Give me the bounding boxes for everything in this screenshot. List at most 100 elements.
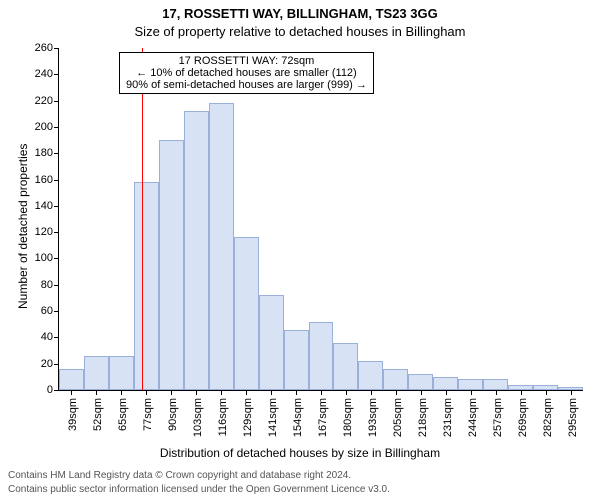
x-tick-mark [71,390,72,395]
x-tick-mark [496,390,497,395]
y-tick-mark [54,337,59,338]
y-tick-label: 40 [41,331,53,343]
histogram-bar [209,103,234,390]
y-tick-mark [54,364,59,365]
y-tick-label: 80 [41,279,53,291]
annotation-box: 17 ROSSETTI WAY: 72sqm← 10% of detached … [119,52,374,94]
histogram-bar [408,374,433,390]
histogram-bar [309,322,334,390]
histogram-bar [458,379,483,390]
histogram-bar [84,356,109,390]
x-tick-mark [146,390,147,395]
y-tick-label: 200 [35,121,53,133]
histogram-bar [159,140,184,390]
y-tick-mark [54,206,59,207]
x-tick-mark [396,390,397,395]
x-tick-label: 218sqm [417,398,429,437]
y-tick-label: 100 [35,252,53,264]
x-tick-mark [546,390,547,395]
y-tick-mark [54,285,59,286]
x-tick-mark [571,390,572,395]
y-tick-label: 0 [47,384,53,396]
x-tick-mark [521,390,522,395]
x-tick-label: 116sqm [217,398,229,436]
x-tick-label: 205sqm [392,398,404,437]
histogram-bar [134,182,159,390]
y-tick-label: 120 [35,226,53,238]
histogram-bar [358,361,383,390]
histogram-bar [433,377,458,390]
y-tick-label: 260 [35,42,53,54]
x-tick-mark [371,390,372,395]
annotation-line: 17 ROSSETTI WAY: 72sqm [126,55,367,67]
x-tick-label: 39sqm [67,398,79,431]
plot-area: 02040608010012014016018020022024026039sq… [58,48,583,391]
y-tick-label: 240 [35,68,53,80]
y-tick-mark [54,127,59,128]
y-tick-mark [54,258,59,259]
x-tick-label: 167sqm [317,398,329,437]
x-tick-label: 90sqm [167,398,179,431]
x-tick-mark [171,390,172,395]
histogram-bar [259,295,284,390]
x-tick-label: 282sqm [542,398,554,437]
x-tick-mark [221,390,222,395]
x-tick-mark [96,390,97,395]
x-tick-label: 244sqm [467,398,479,437]
y-tick-mark [54,153,59,154]
page-title: 17, ROSSETTI WAY, BILLINGHAM, TS23 3GG [0,6,600,21]
x-tick-label: 269sqm [517,398,529,437]
x-tick-mark [246,390,247,395]
histogram-bar [234,237,259,390]
histogram-bar [184,111,209,390]
x-tick-label: 231sqm [442,398,454,437]
x-tick-label: 154sqm [292,398,304,437]
x-tick-mark [196,390,197,395]
y-tick-mark [54,232,59,233]
footer-line-1: Contains HM Land Registry data © Crown c… [8,470,351,481]
x-tick-mark [346,390,347,395]
x-tick-mark [271,390,272,395]
x-tick-mark [121,390,122,395]
x-tick-label: 193sqm [367,398,379,437]
reference-line [142,48,143,390]
x-tick-label: 65sqm [117,398,129,431]
y-tick-mark [54,74,59,75]
histogram-bar [109,356,134,390]
annotation-line: 90% of semi-detached houses are larger (… [126,79,367,91]
x-tick-label: 103sqm [192,398,204,437]
y-tick-label: 140 [35,200,53,212]
x-tick-mark [321,390,322,395]
x-tick-mark [471,390,472,395]
x-tick-mark [446,390,447,395]
y-tick-mark [54,311,59,312]
y-tick-label: 220 [35,95,53,107]
x-tick-mark [421,390,422,395]
y-tick-mark [54,48,59,49]
x-tick-label: 180sqm [342,398,354,437]
y-tick-mark [54,180,59,181]
x-tick-label: 129sqm [242,398,254,437]
x-tick-label: 52sqm [92,398,104,431]
x-tick-mark [296,390,297,395]
histogram-bar [333,343,358,390]
annotation-line: ← 10% of detached houses are smaller (11… [126,67,367,79]
x-tick-label: 77sqm [142,398,154,431]
y-tick-label: 20 [41,358,53,370]
y-tick-label: 160 [35,174,53,186]
y-tick-mark [54,390,59,391]
x-tick-label: 141sqm [267,398,279,437]
chart-container: 17, ROSSETTI WAY, BILLINGHAM, TS23 3GG S… [0,0,600,500]
y-tick-label: 180 [35,147,53,159]
footer-line-2: Contains public sector information licen… [8,484,390,495]
histogram-bar [483,379,508,390]
page-subtitle: Size of property relative to detached ho… [0,24,600,39]
y-tick-mark [54,101,59,102]
y-tick-label: 60 [41,305,53,317]
x-axis-label: Distribution of detached houses by size … [0,446,600,460]
histogram-bar [59,369,84,390]
x-tick-label: 295sqm [567,398,579,437]
histogram-bar [383,369,408,390]
x-tick-label: 257sqm [492,398,504,437]
y-axis-label: Number of detached properties [16,144,30,309]
